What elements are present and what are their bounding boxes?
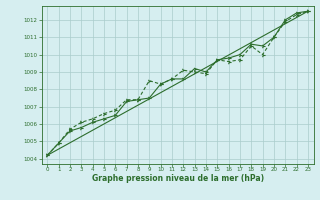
X-axis label: Graphe pression niveau de la mer (hPa): Graphe pression niveau de la mer (hPa) <box>92 174 264 183</box>
